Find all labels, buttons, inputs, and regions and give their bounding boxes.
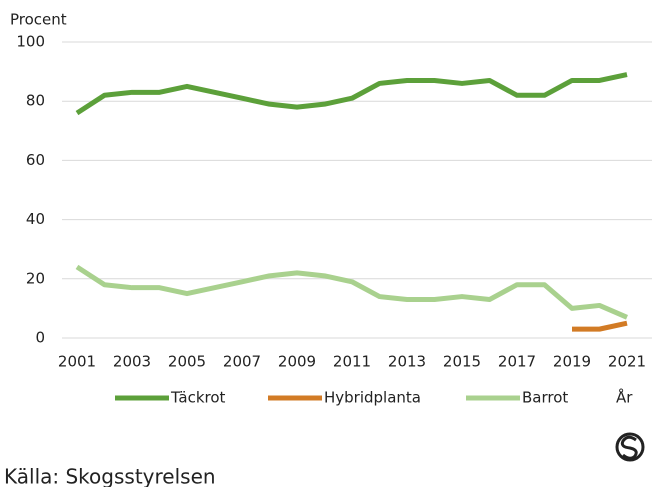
x-tick-label: 2009 bbox=[278, 353, 316, 371]
x-tick-label: 2005 bbox=[168, 353, 206, 371]
x-tick-label: 2001 bbox=[58, 353, 96, 371]
x-tick-label: 2013 bbox=[388, 353, 426, 371]
y-tick-label: 20 bbox=[26, 269, 45, 287]
y-tick-label: 40 bbox=[26, 210, 45, 228]
line-series bbox=[75, 264, 628, 320]
y-tick-label: 100 bbox=[16, 33, 45, 51]
line-series bbox=[75, 72, 628, 116]
x-tick-label: 2021 bbox=[608, 353, 646, 371]
logo bbox=[615, 432, 645, 462]
y-tick-label: 80 bbox=[26, 92, 45, 110]
x-tick-label: 2011 bbox=[333, 353, 371, 371]
legend-label: Hybridplanta bbox=[324, 389, 421, 407]
y-tick-label: 60 bbox=[26, 151, 45, 169]
y-tick-label: 0 bbox=[35, 329, 45, 347]
source: Källa: Skogsstyrelsen bbox=[4, 465, 216, 487]
line-series bbox=[572, 320, 628, 332]
legend-label: Barrot bbox=[522, 389, 568, 407]
x-tick-label: 2019 bbox=[553, 353, 591, 371]
y-axis-label: Procent bbox=[10, 11, 67, 29]
legend-label: Täckrot bbox=[170, 389, 226, 407]
x-tick-label: 2017 bbox=[498, 353, 536, 371]
x-tick-label: 2015 bbox=[443, 353, 481, 371]
x-axis-label: År bbox=[616, 388, 633, 407]
x-tick-label: 2007 bbox=[223, 353, 261, 371]
x-tick-label: 2003 bbox=[113, 353, 151, 371]
